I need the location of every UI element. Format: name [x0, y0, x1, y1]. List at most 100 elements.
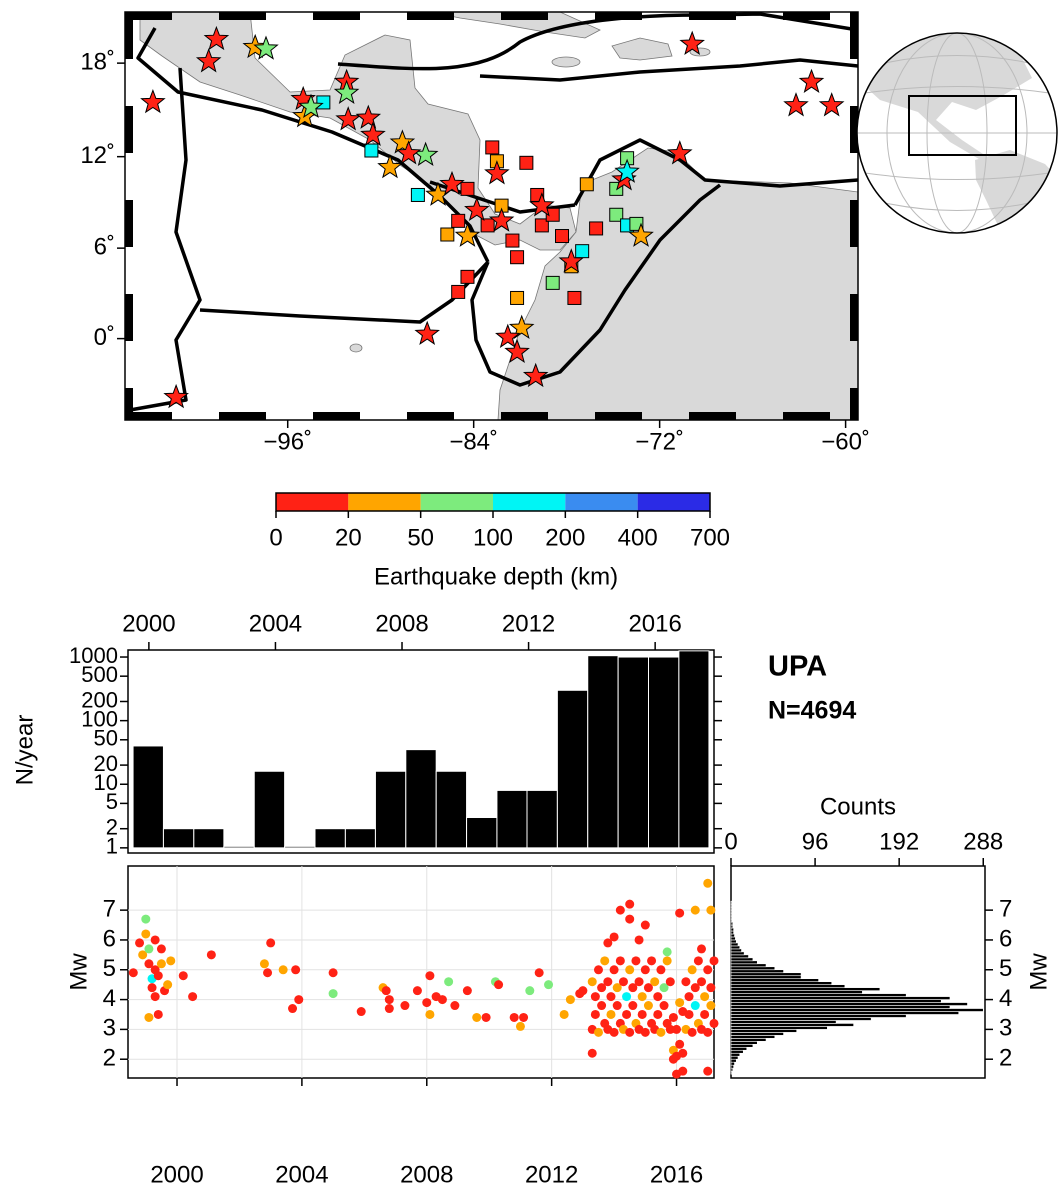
- map-base: [125, 12, 858, 420]
- x-tick-label: 2016: [628, 610, 681, 637]
- event-point: [612, 1001, 622, 1011]
- land: [349, 343, 363, 353]
- y-tick-label: 50: [94, 726, 118, 751]
- x-tick-label: 192: [879, 828, 919, 855]
- event-point: [675, 1039, 685, 1049]
- bar: [730, 954, 749, 959]
- event-point: [206, 950, 216, 960]
- bar: [730, 1038, 767, 1042]
- event-point: [400, 1001, 410, 1011]
- event-point: [444, 977, 454, 987]
- event-point: [294, 995, 304, 1005]
- y-tick-label: 1000: [69, 643, 118, 668]
- bar: [730, 903, 733, 908]
- bar: [730, 942, 739, 947]
- event-point: [640, 965, 650, 975]
- event-point: [625, 965, 635, 975]
- bar: [730, 1058, 737, 1063]
- event-point: [590, 1009, 600, 1019]
- bar: [678, 650, 710, 849]
- bar: [730, 966, 776, 971]
- event-point: [590, 992, 600, 1002]
- event-point: [150, 992, 160, 1002]
- bar: [730, 909, 733, 914]
- colorbar-segment: [493, 493, 566, 511]
- globe-inset: [856, 32, 1058, 234]
- globe-extent: [908, 95, 1017, 156]
- bar: [730, 1011, 960, 1015]
- y-axis-label: Mw: [1025, 953, 1052, 991]
- colorbar-tick-label: 700: [690, 524, 730, 551]
- event-point: [278, 965, 288, 975]
- event-point: [147, 983, 157, 993]
- y-tick-label: 2: [999, 1045, 1012, 1072]
- event-point: [678, 1066, 688, 1076]
- x-tick-label: 96: [802, 828, 829, 855]
- bar: [730, 975, 802, 980]
- event-point: [609, 965, 619, 975]
- event-point: [662, 947, 672, 957]
- event-square: [451, 213, 466, 228]
- event-point: [534, 968, 544, 978]
- bar: [344, 828, 376, 849]
- bar: [730, 993, 907, 997]
- y-tick-label: 3: [103, 1015, 116, 1042]
- event-square: [545, 275, 560, 290]
- x-axis-label: Counts: [820, 793, 896, 820]
- event-point: [609, 932, 619, 942]
- event-point: [628, 983, 638, 993]
- event-point: [138, 950, 148, 960]
- bar: [730, 996, 951, 1000]
- colorbar-tick-label: 200: [545, 524, 585, 551]
- y-tick-label: 2: [106, 815, 118, 840]
- event-square: [589, 221, 604, 236]
- event-star: [389, 129, 416, 154]
- event-point: [509, 1012, 519, 1022]
- globe-land: [857, 33, 1032, 170]
- event-point: [472, 1012, 482, 1022]
- bar: [730, 1064, 734, 1069]
- event-square: [364, 143, 379, 158]
- event-point: [144, 944, 154, 954]
- globe-content: [857, 33, 1057, 233]
- event-point: [425, 1009, 435, 1019]
- event-star: [360, 121, 386, 146]
- event-square: [505, 233, 520, 248]
- event-point: [128, 968, 138, 978]
- event-point: [634, 935, 644, 945]
- y-tick-label: 5: [103, 955, 116, 982]
- bar: [314, 828, 346, 849]
- colorbar-label: Earthquake depth (km): [374, 563, 618, 590]
- x-tick-label: −60˚: [821, 428, 870, 455]
- event-point: [188, 992, 198, 1002]
- event-star: [484, 160, 510, 185]
- event-point: [672, 1024, 682, 1034]
- bar: [730, 915, 733, 920]
- event-square: [510, 290, 525, 305]
- y-tick-label: 500: [81, 662, 118, 687]
- event-point: [668, 1054, 678, 1064]
- event-point: [615, 905, 625, 915]
- event-point: [259, 959, 269, 969]
- bar: [405, 749, 437, 849]
- colorbar-segment: [565, 493, 638, 511]
- event-star: [783, 92, 809, 117]
- event-point: [587, 977, 597, 987]
- event-point: [609, 1027, 619, 1037]
- event-point: [156, 944, 166, 954]
- x-tick-label: −96˚: [263, 428, 312, 455]
- event-square: [451, 284, 466, 299]
- colorbar-tick-label: 50: [407, 524, 434, 551]
- event-point: [422, 998, 432, 1008]
- event-point: [150, 935, 160, 945]
- event-point: [603, 938, 613, 948]
- event-point: [450, 1001, 460, 1011]
- bar: [730, 1067, 734, 1072]
- bar: [193, 828, 225, 849]
- plate-boundary: [429, 180, 576, 214]
- event-square: [410, 187, 425, 202]
- event-star: [335, 106, 361, 131]
- event-point: [462, 986, 472, 996]
- bar: [374, 770, 407, 849]
- bar: [730, 933, 735, 938]
